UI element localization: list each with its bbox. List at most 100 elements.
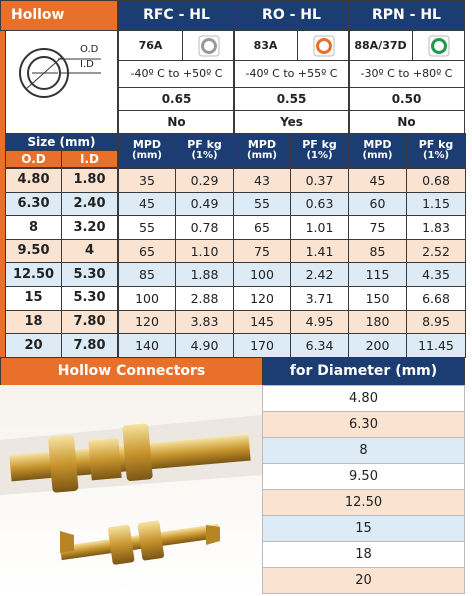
hardness-icon <box>297 30 350 61</box>
table-cell: 1.41 <box>290 238 349 264</box>
table-cell: 100 <box>118 286 176 311</box>
sub-header: PF kg (1%) <box>406 133 466 168</box>
diameter: 20 <box>262 567 465 594</box>
table-cell: 2.40 <box>61 191 118 217</box>
id-header: I.D <box>61 150 118 168</box>
sub-header-line: (1%) <box>422 150 450 162</box>
connector-image <box>0 385 262 596</box>
table-cell: 115 <box>348 262 407 287</box>
sub-header: MPD (mm) <box>348 133 407 168</box>
table-cell: 120 <box>233 286 291 311</box>
table-cell: 11.45 <box>406 333 466 358</box>
table-cell: 150 <box>348 286 407 311</box>
color-icon <box>428 35 449 56</box>
table-cell: 0.29 <box>175 168 234 193</box>
size-title: Size (mm) <box>5 133 118 151</box>
table-cell: 2.42 <box>290 262 349 287</box>
sub-header-line: (mm) <box>247 150 277 162</box>
table-cell: 4.35 <box>406 262 466 287</box>
sub-header-line: (1%) <box>191 150 218 162</box>
sub-header: PF kg (1%) <box>290 133 349 168</box>
od-header: O.D <box>5 150 62 168</box>
value: 0.55 <box>233 87 350 111</box>
table-cell: 65 <box>233 215 291 240</box>
table-cell: 5.30 <box>61 262 118 287</box>
table-cell: 1.80 <box>61 168 118 193</box>
sub-header-line: MPD <box>247 138 277 152</box>
table-cell: 0.37 <box>290 168 349 193</box>
table-cell: 60 <box>348 191 407 217</box>
table-cell: 43 <box>233 168 291 193</box>
hardness: 88A/37D <box>348 30 413 61</box>
tube-diagram <box>19 48 101 98</box>
temperature: -40º C to +55º C <box>233 60 350 88</box>
table-cell: 4.80 <box>5 168 62 193</box>
option: No <box>118 110 235 134</box>
table-cell: 12.50 <box>5 262 62 287</box>
od-label: O.D <box>80 44 99 55</box>
table-cell: 1.88 <box>175 262 234 287</box>
table-cell: 20 <box>5 333 62 358</box>
sub-header-line: (mm) <box>132 150 162 162</box>
color-icon <box>313 35 334 56</box>
table-cell: 7.80 <box>61 333 118 358</box>
table-cell: 0.63 <box>290 191 349 217</box>
table-cell: 3.20 <box>61 215 118 240</box>
hardness: 76A <box>118 30 183 61</box>
table-cell: 180 <box>348 309 407 335</box>
sub-header: MPD (mm) <box>233 133 291 168</box>
table-cell: 75 <box>348 215 407 240</box>
diagram-cell: O.D I.D <box>5 30 118 134</box>
value: 0.50 <box>348 87 465 111</box>
diameter: 9.50 <box>262 463 465 490</box>
table-cell: 75 <box>233 238 291 264</box>
table-cell: 170 <box>233 333 291 358</box>
edge-strip <box>0 0 5 385</box>
table-cell: 100 <box>233 262 291 287</box>
table-cell: 15 <box>5 286 62 311</box>
sub-header-line: MPD <box>132 138 162 152</box>
table-cell: 45 <box>118 191 176 217</box>
sub-header-line: PF kg <box>302 138 337 152</box>
table-cell: 145 <box>233 309 291 335</box>
table-cell: 5.30 <box>61 286 118 311</box>
table-cell: 2.88 <box>175 286 234 311</box>
table-cell: 4.95 <box>290 309 349 335</box>
table-cell: 200 <box>348 333 407 358</box>
table-cell: 1.83 <box>406 215 466 240</box>
hardness: 83A <box>233 30 298 61</box>
table-cell: 85 <box>118 262 176 287</box>
temperature: -30º C to +80º C <box>348 60 465 88</box>
header-title: Hollow <box>0 0 118 31</box>
table-cell: 65 <box>118 238 176 264</box>
table-cell: 6.68 <box>406 286 466 311</box>
sub-header-line: (mm) <box>362 150 393 162</box>
sub-header-line: (1%) <box>306 150 333 162</box>
table-cell: 8.95 <box>406 309 466 335</box>
diameter-title: for Diameter (mm) <box>262 357 465 386</box>
table-cell: 0.49 <box>175 191 234 217</box>
connector-drawing <box>0 415 262 565</box>
id-label: I.D <box>80 59 94 70</box>
diameter: 18 <box>262 541 465 568</box>
table-cell: 55 <box>118 215 176 240</box>
table-cell: 120 <box>118 309 176 335</box>
table-cell: 7.80 <box>61 309 118 335</box>
diameter: 8 <box>262 437 465 464</box>
table-cell: 0.78 <box>175 215 234 240</box>
table-cell: 55 <box>233 191 291 217</box>
table-cell: 1.10 <box>175 238 234 264</box>
table-cell: 8 <box>5 215 62 240</box>
diameter: 6.30 <box>262 411 465 438</box>
diameter: 4.80 <box>262 385 465 412</box>
table-cell: 9.50 <box>5 238 62 264</box>
table-cell: 1.01 <box>290 215 349 240</box>
hardness-icon <box>412 30 465 61</box>
temperature: -40º C to +50º C <box>118 60 235 88</box>
table-cell: 6.30 <box>5 191 62 217</box>
product-name: RO - HL <box>233 0 350 31</box>
table-cell: 45 <box>348 168 407 193</box>
sub-header: PF kg (1%) <box>175 133 234 168</box>
table-cell: 140 <box>118 333 176 358</box>
